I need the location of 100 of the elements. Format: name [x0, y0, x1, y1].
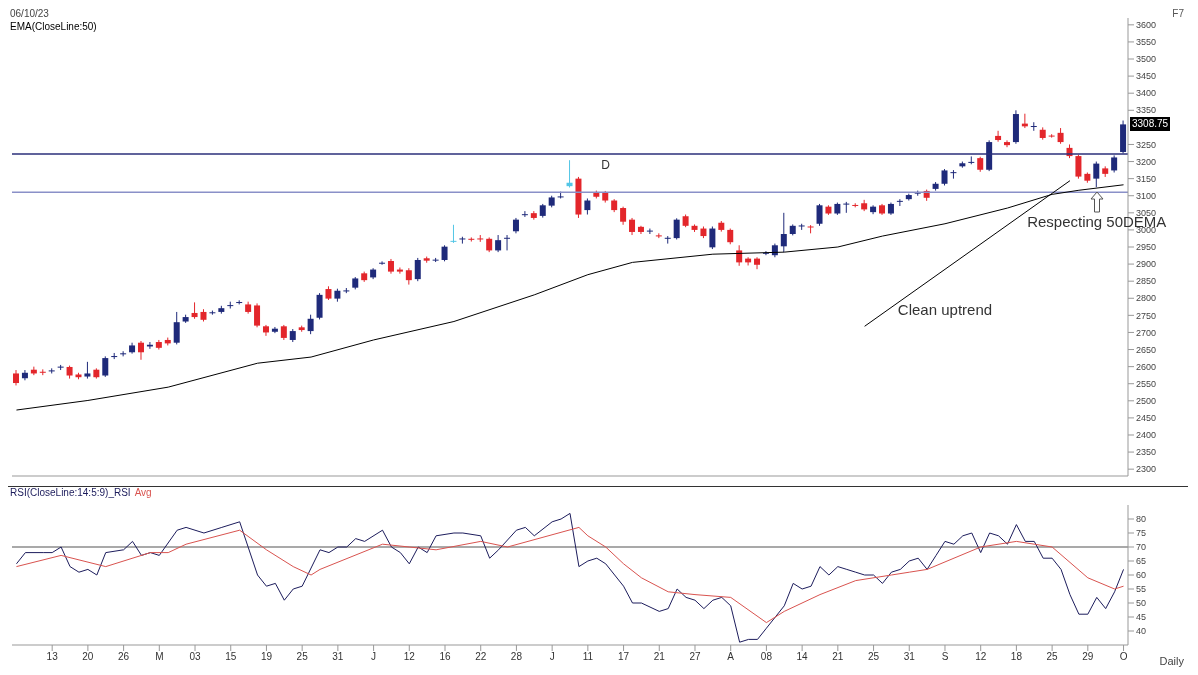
x-tick-label: 17 — [618, 651, 630, 663]
x-tick-label: 03 — [189, 651, 202, 663]
y-tick-label: 3600 — [1136, 20, 1157, 31]
y-tick-label: 2400 — [1136, 430, 1157, 441]
y-tick-label: 75 — [1136, 528, 1147, 539]
x-tick-label: 16 — [439, 651, 452, 663]
x-tick-label: O — [1119, 651, 1128, 663]
candlestick — [102, 355, 109, 378]
candlestick — [468, 236, 475, 243]
y-tick-label: 65 — [1136, 556, 1147, 567]
candlestick — [173, 311, 180, 345]
candlestick — [1004, 139, 1011, 148]
y-tick-label: 60 — [1136, 570, 1147, 581]
candlestick — [120, 350, 127, 357]
y-tick-label: 3100 — [1136, 190, 1157, 201]
x-tick-label: 14 — [796, 651, 809, 663]
line-series — [15, 512, 1125, 643]
candlestick — [995, 130, 1002, 143]
y-tick-label: 2350 — [1136, 447, 1157, 458]
candlestick — [504, 234, 511, 251]
x-tick-label: 29 — [1082, 651, 1094, 663]
x-tick-label: 21 — [832, 651, 844, 663]
x-tick-label: 25 — [867, 651, 880, 663]
y-tick-label: 3400 — [1136, 88, 1157, 99]
x-tick-label: J — [549, 651, 555, 663]
y-tick-label: 2950 — [1136, 242, 1157, 253]
y-tick-label: 2300 — [1136, 464, 1157, 475]
candlestick — [316, 292, 323, 320]
y-tick-label: 2800 — [1136, 293, 1157, 304]
x-tick-label: 26 — [118, 651, 130, 663]
y-tick-label: 2700 — [1136, 327, 1157, 338]
x-tick-label: S — [941, 651, 949, 663]
x-tick-label: 27 — [689, 651, 701, 663]
x-tick-label: 31 — [332, 651, 344, 663]
candlestick — [137, 340, 144, 361]
candlestick — [254, 302, 261, 328]
x-tick-label: J — [371, 651, 377, 663]
y-tick-label: 2550 — [1136, 378, 1157, 389]
y-tick-label: 80 — [1136, 514, 1147, 525]
x-tick-label: A — [727, 651, 735, 663]
y-tick-label: 2850 — [1136, 276, 1157, 287]
x-tick-label: 25 — [296, 651, 309, 663]
y-tick-label: 3550 — [1136, 37, 1157, 48]
candlestick — [414, 257, 421, 282]
candlestick — [271, 326, 278, 334]
y-tick-label: 3150 — [1136, 173, 1157, 184]
y-tick-label: 70 — [1136, 542, 1147, 553]
y-tick-label: 3250 — [1136, 139, 1157, 150]
candlestick — [620, 206, 627, 226]
candlestick — [1093, 161, 1100, 188]
candlestick — [379, 260, 386, 266]
candlestick — [816, 203, 823, 227]
x-tick-label: 28 — [510, 651, 523, 663]
candlestick — [646, 228, 653, 235]
candlestick — [262, 324, 269, 337]
candlestick — [754, 256, 761, 270]
text: Daily — [1159, 655, 1184, 667]
candlestick — [1048, 133, 1055, 139]
candlestick — [762, 250, 769, 256]
x-tick-label: 18 — [1010, 651, 1023, 663]
y-tick-label: 3500 — [1136, 54, 1157, 65]
y-tick-label: 50 — [1136, 598, 1147, 609]
y-tick-label: 2600 — [1136, 361, 1157, 372]
x-tick-label: 20 — [82, 651, 94, 663]
x-tick-label: 25 — [1046, 651, 1059, 663]
chart-title: 06/10/23 — [10, 8, 49, 19]
x-tick-label: 12 — [403, 651, 416, 663]
candlestick — [307, 314, 314, 335]
text: RSI(CloseLine:14:5:9)_RSI — [10, 487, 131, 498]
x-tick-label: 15 — [225, 651, 237, 663]
x-tick-label: 19 — [260, 651, 273, 663]
x-tick-label: 21 — [653, 651, 666, 663]
y-tick-label: 3350 — [1136, 105, 1157, 116]
y-tick-label: 45 — [1136, 612, 1147, 623]
x-tick-label: 31 — [903, 651, 916, 663]
annotation: D — [601, 157, 611, 172]
candlestick — [673, 217, 680, 240]
candlestick — [780, 212, 787, 253]
y-tick-label: 2750 — [1136, 310, 1157, 321]
candlestick — [21, 369, 28, 381]
y-tick-label: 2450 — [1136, 413, 1157, 424]
x-tick-label: 12 — [975, 651, 987, 663]
y-tick-label: 2900 — [1136, 259, 1157, 270]
y-tick-label: 2650 — [1136, 344, 1157, 355]
annotation: 3308.75 — [1130, 117, 1171, 132]
y-tick-label: 2500 — [1136, 396, 1157, 406]
y-tick-label: 40 — [1136, 626, 1147, 637]
candlestick — [736, 244, 743, 267]
x-tick-label: 22 — [475, 651, 487, 663]
candlestick — [709, 225, 716, 250]
text: Avg — [134, 487, 152, 498]
candlestick — [396, 267, 403, 275]
candlestick — [896, 198, 903, 207]
candlestick — [450, 224, 457, 244]
y-tick-label: 3450 — [1136, 71, 1157, 82]
x-tick-label: M — [155, 651, 164, 663]
candlestick — [843, 201, 850, 214]
candlestick — [521, 210, 528, 218]
line-series — [15, 526, 1125, 624]
y-tick-label: 55 — [1136, 584, 1147, 595]
